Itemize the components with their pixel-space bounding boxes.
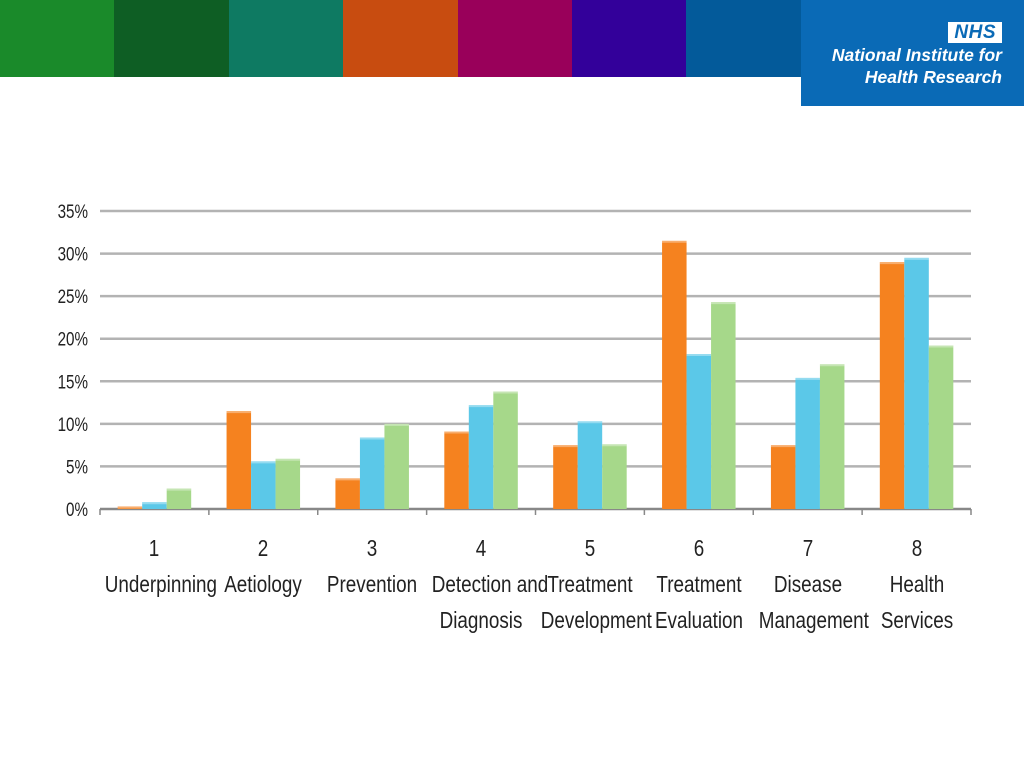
organisation-name: National Institute for Health Research <box>832 44 1002 88</box>
header-color-segment <box>571 0 687 77</box>
y-tick-label: 0% <box>66 498 88 520</box>
y-tick-label: 10% <box>58 413 88 435</box>
x-category-label-line: Management <box>758 607 869 633</box>
bar <box>928 345 954 509</box>
bar <box>662 240 687 510</box>
bar <box>711 302 736 509</box>
bar <box>384 423 409 509</box>
bar <box>335 478 360 509</box>
x-category-label-line: Treatment <box>656 571 742 597</box>
bar <box>493 391 518 509</box>
y-tick-label: 25% <box>58 285 88 307</box>
x-category-label-line: 1 <box>149 535 160 561</box>
x-category-label: 2 Aetiology <box>214 530 312 602</box>
x-category-label: 8 Health Services <box>867 530 965 638</box>
x-category-label-line: 2 <box>258 535 269 561</box>
nhs-logo: NHS <box>948 22 1002 43</box>
x-category-label-line: Prevention <box>327 571 418 597</box>
x-category-label: 1 Underpinning <box>105 530 218 602</box>
bar <box>795 377 820 509</box>
x-category-label-line: 5 <box>584 535 596 561</box>
y-tick-label: 15% <box>58 371 88 393</box>
x-category-label: 7 Disease Management <box>758 530 869 638</box>
x-category-label-line: Development <box>540 607 652 633</box>
y-tick-label: 35% <box>58 200 88 222</box>
bar <box>142 502 167 509</box>
header-color-segment <box>228 0 344 77</box>
x-category-label-line: Disease <box>773 571 842 597</box>
x-category-label-line: 6 <box>693 535 705 561</box>
header-color-segment <box>457 0 572 77</box>
bar <box>251 461 276 509</box>
header-color-segment <box>114 0 229 77</box>
bar <box>359 437 385 509</box>
x-category-label-line: 7 <box>802 535 813 561</box>
bar <box>275 458 301 509</box>
x-category-label-line: 3 <box>366 535 378 561</box>
x-category-label-line: Treatment <box>547 571 633 597</box>
x-category-label-line: 4 <box>475 535 487 561</box>
organisation-name-line-2: Health Research <box>864 67 1002 87</box>
bar <box>444 431 469 509</box>
x-category-label-line: 8 <box>911 535 922 561</box>
bar <box>226 411 252 509</box>
y-tick-label: 5% <box>66 456 88 478</box>
x-category-label-line: Diagnosis <box>439 607 523 633</box>
bar <box>879 262 905 509</box>
header-color-segment <box>343 0 458 77</box>
header-color-segment <box>686 0 801 77</box>
x-category-label: 5 Treatment Development <box>540 530 652 638</box>
nihr-logo-block: NHS National Institute for Health Resear… <box>801 0 1024 106</box>
header-color-bar <box>0 0 801 77</box>
x-category-label-line: Underpinning <box>105 571 218 597</box>
y-tick-label: 20% <box>58 328 88 350</box>
x-category-label-line: Aetiology <box>224 571 303 597</box>
header-color-segment <box>0 0 115 77</box>
x-category-label: 4 Detection and Diagnosis <box>431 530 549 638</box>
y-tick-label: 30% <box>58 243 88 265</box>
bar <box>553 445 578 509</box>
bar <box>117 506 143 509</box>
organisation-name-line-1: National Institute for <box>831 45 1002 65</box>
x-category-label: 3 Prevention <box>323 530 421 602</box>
bar <box>770 445 796 509</box>
bar <box>904 257 929 509</box>
bar <box>577 421 603 509</box>
x-category-label-line: Evaluation <box>654 607 743 633</box>
bar <box>166 488 192 509</box>
x-category-label-line: Detection and <box>431 571 549 597</box>
bar <box>686 354 712 509</box>
x-category-label: 6 Treatment Evaluation <box>650 530 748 638</box>
x-category-label-line: Services <box>880 607 953 633</box>
bar <box>468 405 494 509</box>
bar <box>819 364 845 509</box>
x-category-label-line: Health <box>889 571 944 597</box>
bar <box>602 444 627 509</box>
